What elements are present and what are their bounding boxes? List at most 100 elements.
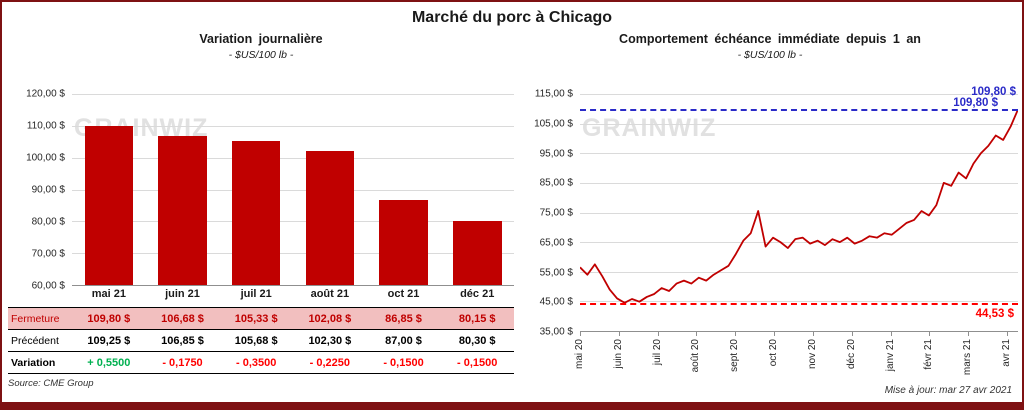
table-cell: 87,00 $ bbox=[385, 334, 422, 347]
category-label: août 21 bbox=[310, 288, 350, 300]
bar-chart-title: Variation journalière bbox=[199, 32, 323, 46]
bar-column bbox=[440, 94, 514, 285]
table-cell: 105,33 $ bbox=[234, 312, 278, 325]
line-chart-subtitle: - $US/100 lb - bbox=[737, 49, 803, 61]
category-label: mai 21 bbox=[91, 288, 126, 300]
table-cell: 106,68 $ bbox=[161, 312, 204, 325]
x-axis-label: mai 20 bbox=[574, 339, 585, 370]
gridline bbox=[580, 182, 1018, 184]
y-tick-label: 45,00 $ bbox=[539, 296, 573, 308]
x-axis-label: juil 20 bbox=[651, 339, 663, 366]
y-tick-label: 115,00 $ bbox=[534, 88, 573, 100]
bottom-border-bar bbox=[2, 402, 1022, 408]
bar-chart-y-axis: 120,00 $ 110,00 $ 100,00 $ 90,00 $ 80,00 $ 70… bbox=[8, 89, 72, 292]
x-axis-label: avr 21 bbox=[1001, 339, 1013, 367]
bar-oct 21 bbox=[379, 199, 428, 285]
page-title: Marché du porc à Chicago bbox=[411, 9, 613, 26]
gridline bbox=[580, 94, 1018, 95]
bar-column bbox=[219, 94, 293, 285]
x-axis-label: oct 20 bbox=[768, 339, 780, 367]
table-row-precedent: Précédent 109,25 $ 106,85 $ 105,68 $ 102,30 … bbox=[8, 330, 514, 352]
x-tick bbox=[774, 332, 776, 336]
gridline bbox=[580, 212, 1018, 214]
gridline bbox=[580, 123, 1018, 125]
x-axis-label: févr 21 bbox=[923, 339, 935, 370]
category-label: juin 21 bbox=[165, 288, 200, 300]
gridline bbox=[580, 153, 1018, 155]
y-tick-label: 65,00 $ bbox=[539, 237, 573, 249]
y-tick-label: 110,00 $ bbox=[26, 120, 65, 132]
y-tick-label: 70,00 $ bbox=[31, 248, 65, 260]
bar-août 21 bbox=[305, 151, 355, 285]
bar-column bbox=[293, 94, 367, 285]
bar-chart-subtitle: - $US/100 lb - bbox=[228, 49, 294, 61]
y-tick-label: 105,00 $ bbox=[534, 118, 573, 130]
gridline bbox=[72, 221, 514, 223]
x-tick bbox=[812, 332, 814, 336]
table-cell: 102,08 $ bbox=[308, 312, 352, 325]
bar-juin 21 bbox=[158, 136, 207, 285]
x-axis-label: août 20 bbox=[690, 339, 702, 373]
x-axis-label: janv 21 bbox=[884, 339, 896, 372]
table-cell: 80,15 $ bbox=[458, 312, 496, 325]
bar-column bbox=[72, 94, 146, 285]
daily-variation-panel: Variation journalière - $US/100 lb - 120… bbox=[8, 32, 514, 389]
bar-column bbox=[146, 94, 220, 285]
table-cell: 102,30 $ bbox=[308, 334, 352, 347]
last-price-label: 109,80 $ bbox=[953, 97, 998, 110]
gridline bbox=[72, 94, 514, 95]
grainwiz-watermark: GRAINWIZ bbox=[582, 114, 717, 142]
y-tick-label: 120,00 $ bbox=[26, 88, 65, 100]
x-axis-label: sept 20 bbox=[729, 339, 741, 372]
bar-chart-x-axis: mai 21 juin 21 juil 21 août 21 oct 21 déc 21 bbox=[8, 288, 514, 305]
table-cell: + 0,5500 bbox=[87, 356, 131, 369]
table-cell: - 0,1750 bbox=[162, 356, 203, 369]
gridline bbox=[72, 157, 514, 159]
table-cell: 80,30 $ bbox=[458, 334, 496, 347]
x-axis-label: mars 21 bbox=[962, 339, 974, 376]
gridline bbox=[72, 253, 514, 255]
x-axis-label: nov 20 bbox=[806, 339, 818, 370]
x-tick bbox=[890, 332, 892, 336]
bar-juil 21 bbox=[231, 140, 281, 285]
bar-column bbox=[367, 94, 441, 285]
y-tick-label: 35,00 $ bbox=[539, 326, 573, 338]
x-tick bbox=[696, 332, 698, 336]
high-price-label: 109,80 $ bbox=[971, 86, 1016, 99]
table-cell: - 0,3500 bbox=[235, 356, 277, 369]
x-tick bbox=[735, 332, 737, 336]
low-price-label: 44,53 $ bbox=[975, 307, 1014, 320]
line-chart-x-axis: mai 20 juin 20 juil 20 août 20 sept 20 oct 20… bbox=[574, 332, 1018, 388]
gridline bbox=[72, 125, 514, 127]
line-chart-y-axis: 115,00 $ 105,00 $ 95,00 $ 85,00 $ 75,00 $ 65,… bbox=[522, 89, 580, 338]
line-chart-title: Comportement échéance immédiate depuis 1… bbox=[619, 32, 921, 46]
line-chart: 115,00 $ 105,00 $ 95,00 $ 85,00 $ 75,00 $ 65,… bbox=[522, 86, 1018, 338]
table-cell: - 0,1500 bbox=[457, 356, 498, 369]
x-tick bbox=[657, 332, 659, 336]
table-cell: 109,25 $ bbox=[87, 334, 131, 347]
y-tick-label: 85,00 $ bbox=[539, 177, 573, 189]
x-tick bbox=[851, 332, 853, 336]
category-label: oct 21 bbox=[387, 288, 420, 300]
row-label-precedent: Précédent bbox=[11, 334, 59, 347]
table-cell: - 0,2250 bbox=[309, 356, 351, 369]
y-tick-label: 90,00 $ bbox=[31, 184, 65, 196]
x-tick bbox=[1007, 332, 1009, 336]
bar-chart-plot: GRAINWIZ bbox=[72, 94, 514, 286]
y-tick-label: 55,00 $ bbox=[539, 267, 573, 278]
bar-déc 21 bbox=[452, 220, 502, 285]
bars-group bbox=[72, 94, 514, 285]
x-tick bbox=[968, 332, 970, 336]
table-cell: 109,80 $ bbox=[87, 312, 131, 325]
update-date: Mise à jour: mar 27 avr 2021 bbox=[884, 385, 1012, 396]
y-tick-label: 80,00 $ bbox=[31, 216, 65, 228]
table-cell: 105,68 $ bbox=[234, 334, 278, 347]
source-note: Source: CME Group bbox=[8, 378, 94, 389]
y-tick-label: 60,00 $ bbox=[31, 280, 65, 292]
table-row-variation: Variation + 0,5500 - 0,1750 - 0,3500 - 0,225… bbox=[8, 352, 514, 374]
y-tick-label: 100,00 $ bbox=[26, 152, 65, 164]
bar-mai 21 bbox=[84, 126, 134, 285]
one-year-behaviour-panel: Comportement échéance immédiate depuis 1… bbox=[522, 32, 1018, 388]
x-tick bbox=[929, 332, 931, 336]
